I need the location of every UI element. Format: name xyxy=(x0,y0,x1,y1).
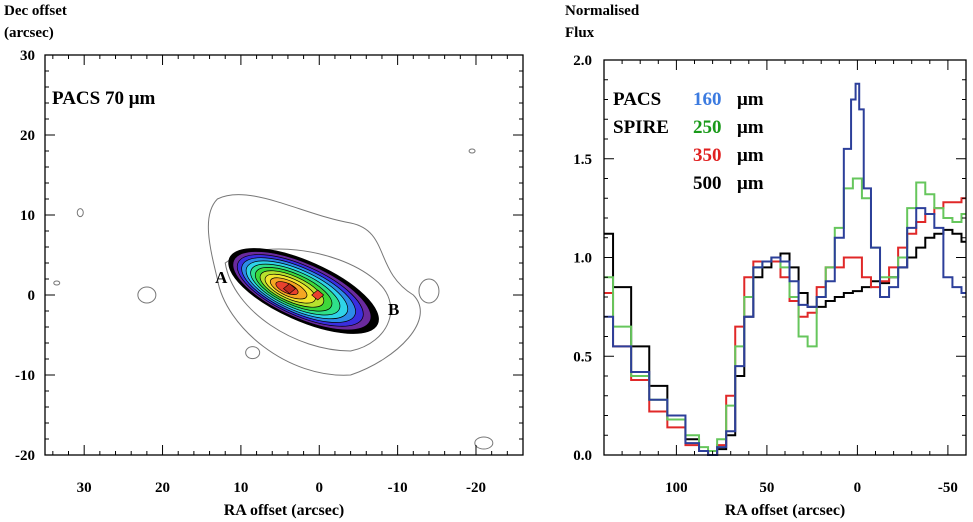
legend-unit-1: μm xyxy=(737,89,764,110)
left-ylabel-line1: Dec offset xyxy=(4,3,67,19)
inner-grey-contour xyxy=(224,248,392,352)
right-ytick-label: 1.0 xyxy=(573,251,592,267)
noise-contour-3 xyxy=(245,346,261,360)
legend-pacs-label: PACS xyxy=(613,89,661,110)
left-panel: Dec offset (arcsec) AB 30 20 10 0 -10 -203020… xyxy=(4,3,524,519)
left-plot-frame xyxy=(44,54,524,456)
left-ytick-label: 10 xyxy=(20,208,35,224)
left-ytick-label: -20 xyxy=(15,448,35,464)
right-ylabel-line1: Normalised xyxy=(565,3,640,19)
marker-A: A xyxy=(215,268,228,287)
legend-160-value: 160 xyxy=(693,89,722,110)
right-ytick-label: 2.0 xyxy=(573,53,592,69)
left-xtick-label: 20 xyxy=(155,480,170,496)
noise-contour-0 xyxy=(137,286,157,304)
legend-unit-4: μm xyxy=(737,173,764,194)
left-xtick-label: 30 xyxy=(77,480,92,496)
left-ytick-label: 0 xyxy=(28,288,36,304)
legend-unit-3: μm xyxy=(737,145,764,166)
right-xtick-label: 0 xyxy=(854,480,862,496)
outer-contour xyxy=(207,194,421,376)
peak-marker-0 xyxy=(283,283,296,294)
legend: PACS SPIRE 160 250 350 500 μm μm μm μm xyxy=(613,89,764,194)
left-xtick-label: 10 xyxy=(233,480,248,496)
right-panel: Normalised Flux 100 50 0 -500.00.51.01.52.0… xyxy=(565,3,967,519)
right-xlabel: RA offset (arcsec) xyxy=(725,502,846,519)
right-xtick-label: 50 xyxy=(759,480,774,496)
left-ytick-label: -10 xyxy=(15,368,35,384)
marker-B: B xyxy=(388,300,399,319)
left-xtick-label: -10 xyxy=(388,480,408,496)
series-160-um xyxy=(604,82,966,456)
right-ytick-label: 0.0 xyxy=(573,448,592,464)
legend-spire-label: SPIRE xyxy=(613,117,669,138)
left-xtick-label: 0 xyxy=(316,480,324,496)
noise-contour-6 xyxy=(53,280,61,286)
right-ytick-label: 0.5 xyxy=(573,349,592,365)
noise-contour-4 xyxy=(474,436,494,450)
spectra-series xyxy=(604,82,966,456)
series-250-um xyxy=(604,177,966,453)
series-500-um xyxy=(604,228,966,456)
right-axis-ticks: 100 50 0 -500.00.51.01.52.0 xyxy=(573,53,967,496)
legend-500-value: 500 xyxy=(693,173,722,194)
series-350-um xyxy=(604,197,966,456)
left-ytick-label: 30 xyxy=(20,48,35,64)
contour-map: AB xyxy=(53,148,494,450)
left-ylabel-line2: (arcsec) xyxy=(4,25,54,41)
noise-contour-2 xyxy=(418,278,440,304)
left-axis-ticks: 30 20 10 0 -10 -20 30 20 10 0 -10 -20 xyxy=(15,48,524,496)
right-ytick-label: 1.5 xyxy=(573,152,592,168)
legend-250-value: 250 xyxy=(693,117,722,138)
left-xlabel: RA offset (arcsec) xyxy=(224,502,345,519)
peak-marker-1 xyxy=(311,289,325,301)
left-xtick-label: -20 xyxy=(466,480,486,496)
legend-350-value: 350 xyxy=(693,145,722,166)
legend-unit-2: μm xyxy=(737,117,764,138)
right-ylabel-line2: Flux xyxy=(565,25,595,41)
right-xtick-label: 100 xyxy=(665,480,688,496)
noise-contour-5 xyxy=(468,148,476,154)
noise-contour-1 xyxy=(76,208,84,218)
left-title: PACS 70 μm xyxy=(52,88,155,109)
right-xtick-label: -50 xyxy=(938,480,958,496)
left-ytick-label: 20 xyxy=(20,128,35,144)
